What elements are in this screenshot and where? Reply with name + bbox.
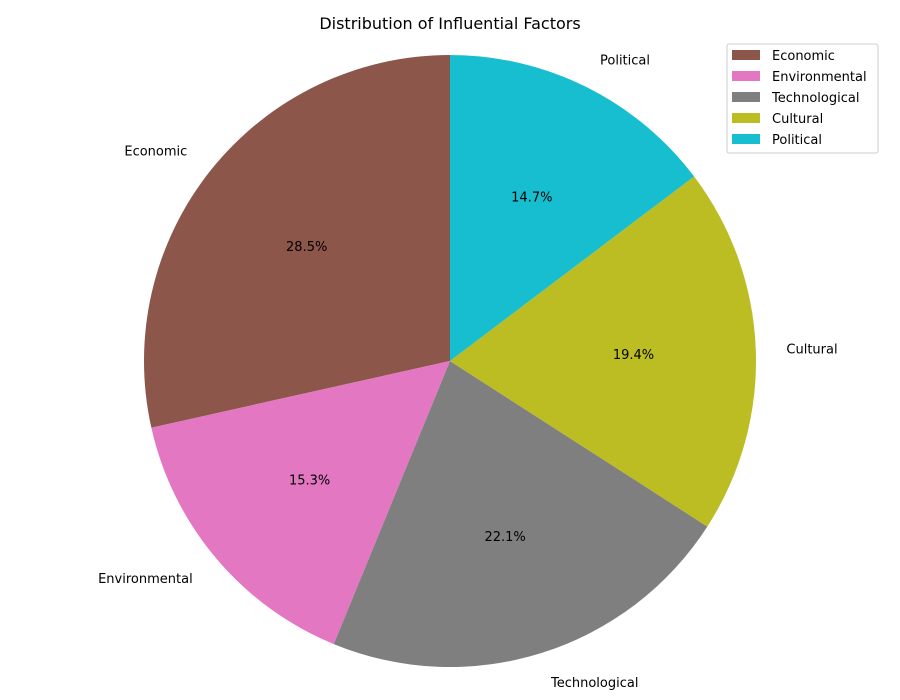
chart-title: Distribution of Influential Factors [319, 14, 580, 33]
percent-labels: 28.5% 15.3% 22.1% 19.4% 14.7% [286, 191, 654, 545]
pie-slice-economic [144, 55, 451, 428]
slice-label-technological: Technological [550, 676, 638, 691]
pie-slice-technological [333, 361, 708, 667]
pie-slice-cultural [450, 176, 757, 527]
legend: Economic Environmental Technological Cultur… [726, 43, 879, 154]
percent-label-economic: 28.5% [286, 240, 327, 255]
legend-swatch-economic [732, 50, 760, 60]
slice-label-environmental: Environmental [98, 572, 193, 587]
legend-swatch-technological [732, 92, 760, 102]
percent-label-environmental: 15.3% [289, 473, 330, 488]
legend-label-cultural: Cultural [772, 112, 823, 127]
pie-slices [144, 54, 757, 667]
pie-slice-environmental [151, 361, 450, 645]
slice-label-political: Political [600, 54, 650, 69]
pie-slice-political [450, 54, 695, 361]
legend-label-environmental: Environmental [772, 70, 867, 85]
legend-label-technological: Technological [771, 91, 859, 106]
slice-label-cultural: Cultural [786, 342, 837, 357]
legend-frame [726, 43, 879, 154]
slice-labels: Economic Environmental Technological Cultur… [98, 54, 837, 691]
legend-swatch-cultural [732, 113, 760, 123]
percent-label-technological: 22.1% [484, 530, 525, 545]
percent-label-cultural: 19.4% [613, 348, 654, 363]
legend-swatch-political [732, 134, 760, 144]
slice-label-economic: Economic [124, 145, 187, 160]
legend-label-economic: Economic [772, 49, 835, 64]
percent-label-political: 14.7% [511, 191, 552, 206]
legend-label-political: Political [772, 133, 822, 148]
legend-swatch-environmental [732, 71, 760, 81]
